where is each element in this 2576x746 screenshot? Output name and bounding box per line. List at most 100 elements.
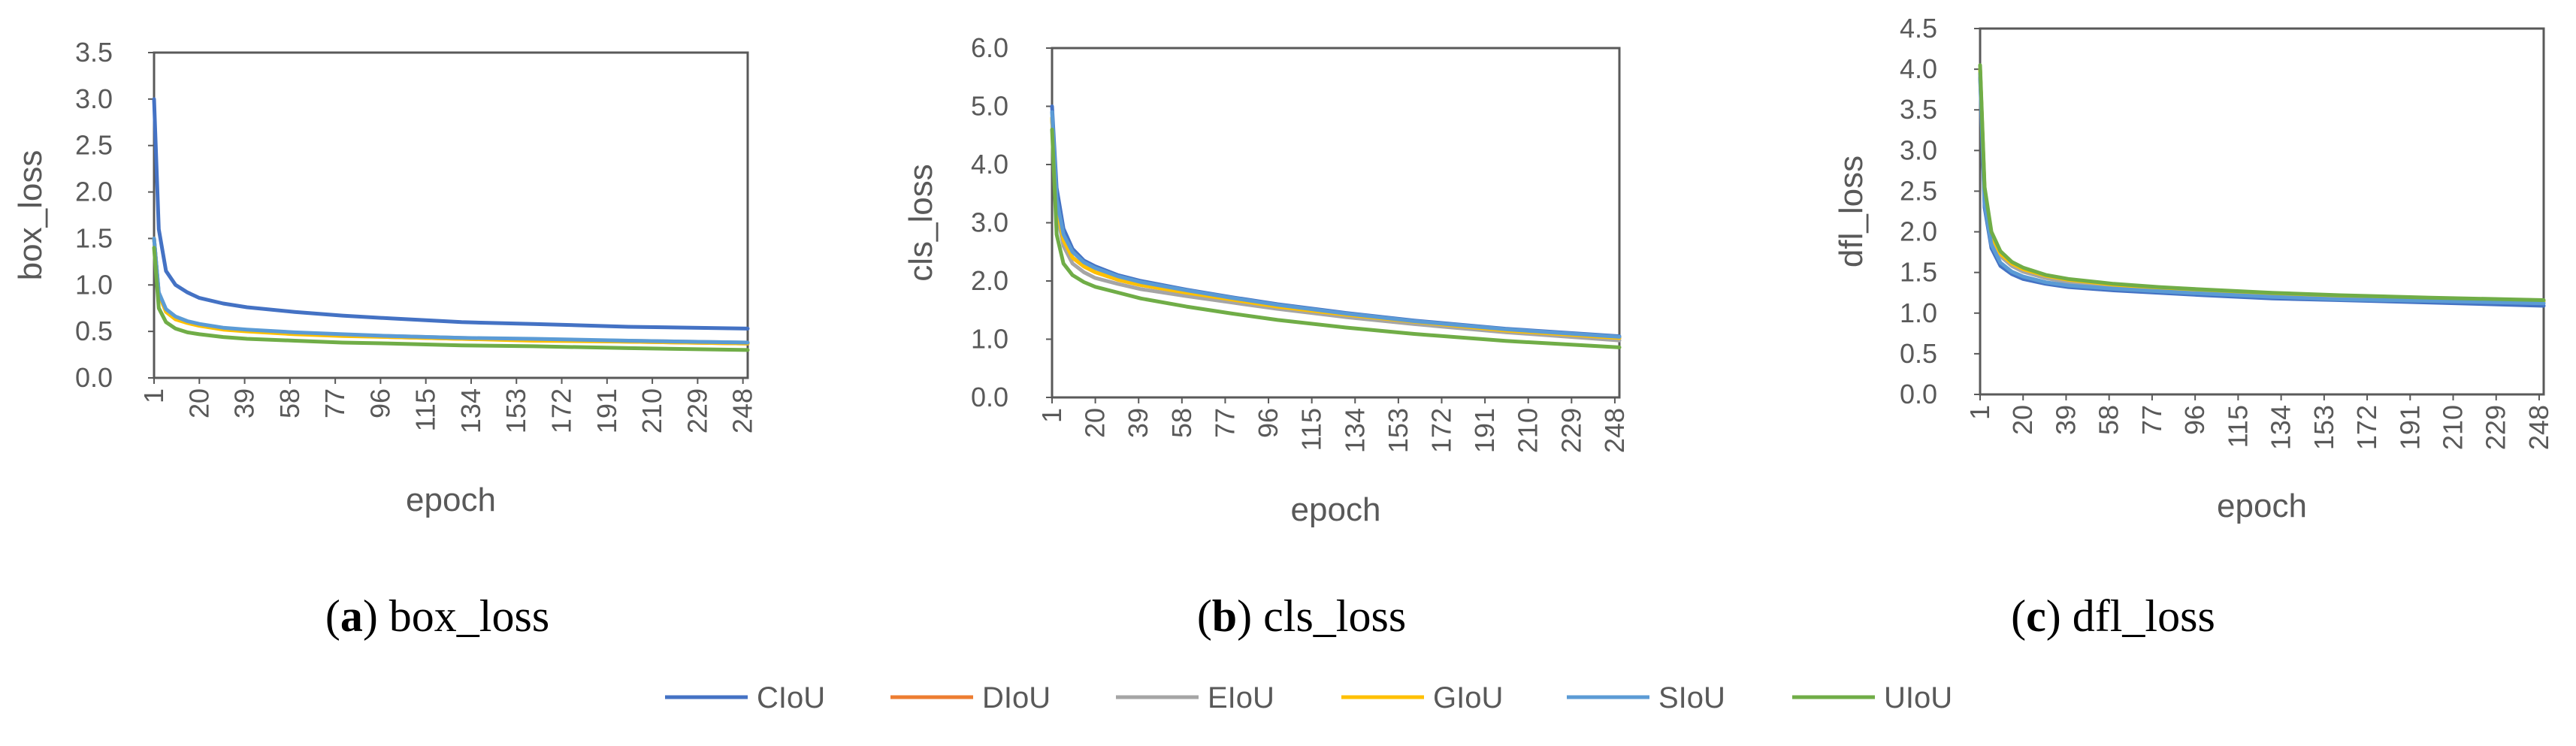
y-tick-label: 3.0 (75, 83, 113, 114)
y-tick-label: 6.0 (971, 32, 1008, 63)
y-tick-label: 0.5 (1900, 338, 1937, 369)
legend-label: UIoU (1884, 681, 1952, 714)
x-tick-label: 153 (1383, 408, 1413, 453)
legend-item-giou: GIoU (1341, 681, 1503, 714)
legend-label: EIoU (1208, 681, 1274, 714)
legend-item-uiou: UIoU (1792, 681, 1952, 714)
series-line-siou (1050, 110, 1622, 339)
legend-label: GIoU (1433, 681, 1503, 714)
x-tick-label: 172 (1426, 408, 1456, 453)
x-tick-label: 39 (1123, 408, 1153, 438)
caption-text: box_loss (389, 591, 549, 641)
x-tick-label: 248 (2523, 405, 2554, 450)
y-tick-label: 3.5 (1900, 94, 1937, 125)
y-tick-label: 3.5 (75, 37, 113, 68)
x-tick-label: 58 (274, 388, 305, 418)
x-tick-label: 229 (2481, 405, 2511, 450)
y-tick-label: 4.5 (1900, 13, 1937, 44)
panel-caption: (b) cls_loss (1197, 591, 1406, 641)
plot-area-frame (153, 51, 749, 379)
series-line-uiou (1978, 63, 2546, 302)
x-axis-title: epoch (2217, 488, 2307, 524)
x-tick-label: 39 (229, 388, 260, 418)
legend-item-eiou: EIoU (1116, 681, 1274, 714)
y-tick-label: 0.0 (1900, 379, 1937, 409)
y-tick-label: 3.0 (1900, 134, 1937, 165)
x-tick-label: 1 (1036, 408, 1067, 423)
x-tick-label: 210 (2438, 405, 2469, 450)
chart-panel-a: 0.0 0.5 1.0 1.5 2.0 2.5 3.0 3.5 1 20 39 58 77 96 115 13… (12, 37, 758, 641)
y-tick-label: 2.0 (1900, 216, 1937, 247)
x-tick-label: 248 (727, 388, 758, 433)
caption-letter: a (340, 591, 363, 641)
x-tick-label: 96 (364, 388, 395, 418)
x-tick-label: 115 (2222, 405, 2253, 448)
x-tick-label: 153 (500, 388, 531, 433)
x-tick-label: 191 (2394, 405, 2425, 450)
x-tick-label: 191 (1469, 408, 1500, 453)
caption-text: dfl_loss (2073, 591, 2215, 641)
plot-area-frame (1051, 47, 1621, 399)
series-line-diou (1050, 116, 1622, 340)
legend-label: CIoU (757, 681, 825, 714)
y-tick-label: 0.0 (75, 362, 113, 393)
y-axis-title: cls_loss (903, 164, 939, 282)
series-line-diou (1978, 67, 2546, 303)
series-line-ciou (1050, 104, 1622, 339)
x-tick-label: 115 (1296, 408, 1327, 451)
x-tick-label: 172 (546, 388, 577, 433)
y-tick-label: 2.0 (75, 177, 113, 207)
y-tick-label: 0.0 (971, 382, 1008, 412)
y-tick-label: 2.0 (971, 265, 1008, 296)
y-tick-label: 2.5 (75, 130, 113, 161)
x-tick-label: 191 (591, 388, 622, 433)
series-line-ciou (152, 97, 750, 331)
chart-panel-b: 0.0 1.0 2.0 3.0 4.0 5.0 6.0 1 20 39 58 77 96 115 134 15… (903, 32, 1630, 641)
series-line-ciou (1978, 75, 2546, 308)
series-line-giou (1978, 67, 2546, 303)
x-tick-label: 1 (138, 388, 169, 403)
x-tick-label: 210 (1513, 408, 1543, 453)
plot-area-frame (1979, 27, 2545, 396)
legend: CIoU DIoU EIoU GIoU SIoU UIoU (665, 681, 1952, 714)
x-tick-label: 134 (2266, 405, 2296, 450)
series-line-eiou (1978, 67, 2546, 304)
x-axis-title: epoch (406, 482, 496, 518)
caption-letter: b (1212, 591, 1237, 641)
y-tick-label: 2.5 (1900, 175, 1937, 206)
x-tick-label: 58 (1166, 408, 1197, 438)
panel-caption: (c) dfl_loss (2011, 591, 2215, 641)
legend-label: DIoU (982, 681, 1051, 714)
legend-item-diou: DIoU (890, 681, 1051, 714)
series-line-uiou (1050, 128, 1622, 349)
x-tick-label: 229 (1556, 408, 1586, 453)
x-tick-label: 1 (1964, 405, 1995, 420)
x-tick-label: 115 (410, 388, 441, 431)
series-line-siou (1978, 71, 2546, 306)
y-tick-label: 5.0 (971, 91, 1008, 122)
legend-item-ciou: CIoU (665, 681, 825, 714)
y-tick-label: 1.0 (1900, 297, 1937, 328)
y-tick-label: 0.5 (75, 316, 113, 346)
x-tick-label: 172 (2351, 405, 2382, 450)
x-tick-label: 20 (2007, 405, 2038, 435)
y-tick-label: 4.0 (1900, 53, 1937, 84)
y-tick-label: 3.0 (971, 207, 1008, 238)
series-line-siou (152, 236, 750, 345)
legend-item-siou: SIoU (1567, 681, 1725, 714)
x-tick-label: 210 (636, 388, 667, 433)
x-tick-label: 153 (2308, 405, 2339, 450)
y-axis-title: box_loss (12, 150, 49, 281)
y-tick-label: 1.0 (75, 269, 113, 300)
series-line-eiou (1050, 116, 1622, 343)
x-tick-label: 248 (1599, 408, 1630, 453)
y-tick-label: 1.5 (75, 222, 113, 253)
x-tick-label: 96 (2179, 405, 2210, 435)
panel-caption: (a) box_loss (325, 591, 549, 641)
chart-panel-c: 0.0 0.5 1.0 1.5 2.0 2.5 3.0 3.5 4.0 4.5 1 20 39 58 77 9… (1833, 13, 2554, 641)
y-tick-label: 4.0 (971, 149, 1008, 180)
x-tick-label: 77 (2136, 405, 2167, 435)
series-line-uiou (152, 246, 750, 352)
legend-label: SIoU (1658, 681, 1725, 714)
